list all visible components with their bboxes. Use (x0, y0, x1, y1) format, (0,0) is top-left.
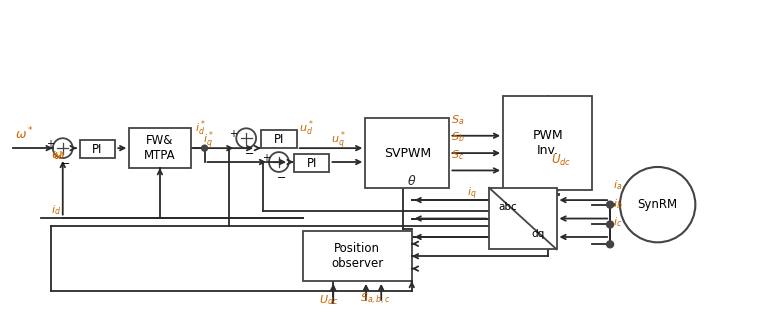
Text: $i_d^*$: $i_d^*$ (195, 119, 205, 138)
Text: $i_b$: $i_b$ (613, 197, 623, 211)
Text: −: − (277, 173, 287, 183)
Bar (129, 128, 191, 168)
Text: $i_a$: $i_a$ (613, 178, 622, 192)
Text: +: + (229, 129, 238, 139)
Circle shape (201, 145, 208, 151)
Text: $S_{a,b,c}$: $S_{a,b,c}$ (360, 292, 391, 307)
Text: $i_q$: $i_q$ (468, 186, 477, 202)
Text: −: − (61, 159, 71, 169)
Circle shape (607, 241, 614, 248)
Bar (261, 130, 297, 148)
Bar (489, 188, 557, 249)
Text: $u_d^*$: $u_d^*$ (298, 119, 314, 138)
Text: +: + (262, 153, 270, 163)
Text: PI: PI (306, 156, 317, 170)
Text: FW&
MTPA: FW& MTPA (144, 134, 176, 162)
Text: $S_a$: $S_a$ (451, 113, 464, 127)
Text: −: − (245, 149, 254, 159)
Circle shape (607, 201, 614, 208)
Text: $S_b$: $S_b$ (451, 130, 465, 144)
Bar (503, 95, 592, 190)
Circle shape (620, 167, 695, 242)
Text: $\omega$: $\omega$ (51, 148, 63, 161)
Circle shape (53, 138, 72, 158)
Text: $U_{dc}$: $U_{dc}$ (319, 293, 338, 307)
Text: $S_c$: $S_c$ (451, 148, 464, 161)
Text: PWM
Inv.: PWM Inv. (532, 129, 563, 157)
Bar (303, 232, 411, 281)
Text: SynRM: SynRM (638, 198, 677, 211)
Text: +: + (46, 139, 54, 149)
Circle shape (269, 152, 289, 172)
Bar (80, 140, 115, 158)
Circle shape (236, 128, 256, 148)
Text: $\theta$: $\theta$ (407, 174, 417, 188)
Text: PI: PI (274, 133, 284, 146)
Text: SVPWM: SVPWM (384, 147, 431, 160)
Text: $\omega$: $\omega$ (53, 149, 65, 162)
Circle shape (607, 221, 614, 228)
Text: $i_c$: $i_c$ (613, 215, 622, 229)
Text: $i_q^*$: $i_q^*$ (202, 130, 214, 152)
Text: $u_q^*$: $u_q^*$ (331, 130, 346, 152)
Bar (365, 118, 449, 188)
Text: $\omega^*$: $\omega^*$ (15, 126, 34, 142)
Text: Position
observer: Position observer (331, 242, 384, 270)
Text: $i_d$: $i_d$ (51, 203, 61, 217)
Bar (294, 154, 329, 172)
Text: abc: abc (498, 202, 518, 213)
Text: PI: PI (92, 143, 102, 155)
Text: $U_{dc}$: $U_{dc}$ (551, 153, 571, 168)
Text: dq: dq (531, 229, 544, 239)
